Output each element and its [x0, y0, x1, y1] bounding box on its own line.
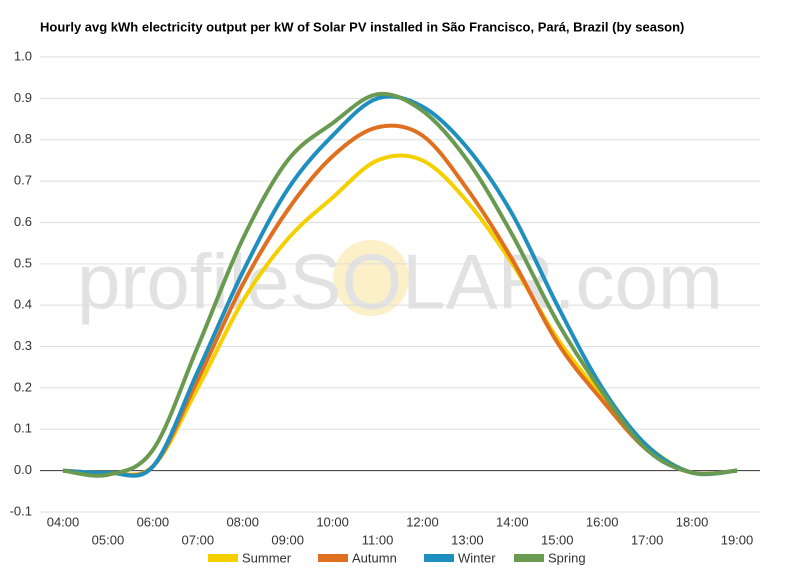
x-tick-label: 05:00 [92, 532, 125, 547]
legend-swatch [424, 554, 454, 562]
y-tick-label: 0.4 [14, 297, 32, 312]
y-tick-label: 0.8 [14, 131, 32, 146]
watermark: profileSOLAR.com [77, 238, 723, 326]
x-tick-label: 13:00 [451, 532, 484, 547]
chart-title: Hourly avg kWh electricity output per kW… [40, 19, 684, 34]
y-tick-label: 0.5 [14, 255, 32, 270]
y-tick-label: -0.1 [10, 503, 32, 518]
series-line [62, 123, 738, 478]
x-tick-label: 15:00 [541, 532, 574, 547]
legend-swatch [514, 554, 544, 562]
y-tick-label: 0.6 [14, 214, 32, 229]
legend-swatch [208, 554, 238, 562]
x-tick-label: 11:00 [362, 532, 394, 547]
legend-label: Spring [548, 550, 586, 565]
x-tick-label: 08:00 [226, 514, 259, 529]
x-tick-label: 04:00 [47, 514, 80, 529]
y-tick-label: 0.1 [14, 421, 32, 436]
x-tick-label: 17:00 [631, 532, 664, 547]
y-tick-label: 0.9 [14, 90, 32, 105]
watermark-sun [333, 240, 409, 316]
y-tick-label: 1.0 [14, 48, 32, 63]
x-tick-label: 19:00 [721, 532, 754, 547]
x-tick-label: 18:00 [676, 514, 709, 529]
legend-swatch [318, 554, 348, 562]
legend-label: Autumn [352, 550, 397, 565]
series-line [62, 91, 738, 478]
x-tick-label: 10:00 [316, 514, 349, 529]
x-tick-label: 06:00 [137, 514, 170, 529]
x-tick-label: 09:00 [271, 532, 304, 547]
legend-label: Summer [242, 550, 292, 565]
y-tick-label: 0.2 [14, 379, 32, 394]
x-tick-label: 16:00 [586, 514, 619, 529]
y-tick-label: 0.0 [14, 462, 32, 477]
y-tick-label: 0.7 [14, 173, 32, 188]
x-tick-label: 07:00 [182, 532, 215, 547]
legend-label: Winter [458, 550, 496, 565]
y-tick-label: 0.3 [14, 338, 32, 353]
x-tick-label: 14:00 [496, 514, 529, 529]
x-tick-label: 12:00 [406, 514, 439, 529]
